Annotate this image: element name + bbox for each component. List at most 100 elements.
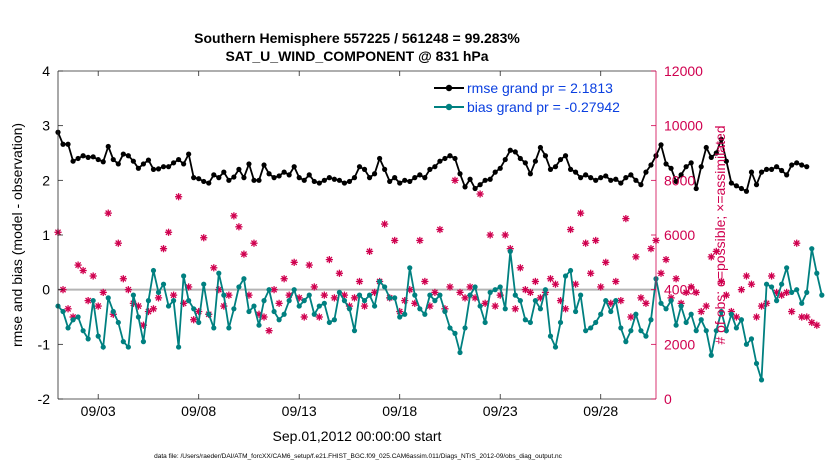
rmse-point: [753, 182, 760, 188]
bias-point: [643, 333, 649, 339]
obs-count-marker: [476, 190, 484, 198]
obs-count-marker: [747, 280, 756, 288]
bias-point: [65, 325, 71, 331]
obs-count-marker: [235, 223, 243, 231]
bias-point: [60, 308, 66, 315]
obs-count-marker: [230, 212, 238, 220]
rmse-point: [527, 171, 533, 177]
rmse-point: [150, 166, 157, 172]
obs-marker-stroke: [477, 190, 484, 198]
obs-marker-stroke: [321, 292, 328, 299]
rmse-point: [382, 166, 388, 172]
obs-count-marker: [159, 245, 168, 253]
bias-point: [201, 281, 207, 287]
rmse-point: [618, 180, 624, 186]
obs-marker-stroke: [306, 262, 313, 269]
rmse-point: [482, 177, 488, 183]
bias-point: [713, 328, 719, 334]
bias-point: [181, 273, 187, 279]
obs-marker-stroke: [758, 303, 765, 310]
obs-count-marker: [587, 269, 595, 277]
obs-marker-stroke: [416, 237, 423, 244]
bias-point: [774, 298, 780, 304]
obs-count-marker: [637, 294, 645, 302]
bias-point: [311, 311, 317, 317]
bias-point: [407, 265, 413, 271]
bias-point: [472, 284, 478, 290]
obs-count-marker: [320, 291, 328, 299]
obs-marker-stroke: [492, 303, 499, 310]
rmse-point: [432, 164, 438, 170]
obs-marker-stroke: [597, 283, 604, 290]
rmse-point: [241, 175, 247, 181]
rmse-point: [522, 160, 528, 166]
x-tick-label: 09/03: [81, 403, 116, 419]
bias-point: [105, 295, 111, 301]
rmse-point: [623, 175, 629, 181]
obs-count-marker: [350, 294, 359, 302]
bias-point: [447, 325, 453, 331]
obs-count-marker: [687, 283, 695, 291]
bias-point: [799, 300, 805, 306]
obs-count-marker: [315, 313, 323, 321]
rmse-point: [145, 157, 152, 163]
bias-point: [321, 300, 327, 306]
rmse-point: [216, 175, 222, 181]
obs-count-marker: [260, 313, 268, 321]
rmse-point: [176, 156, 182, 163]
rmse-point: [794, 160, 800, 166]
obs-marker-stroke: [175, 193, 182, 200]
rmse-point: [90, 154, 96, 160]
obs-marker-stroke: [607, 300, 614, 307]
rmse-point: [638, 182, 644, 188]
obs-count-marker: [89, 272, 97, 280]
rmse-point: [356, 164, 363, 170]
obs-count-marker: [325, 256, 333, 264]
bias-point: [251, 303, 257, 309]
obs-marker-stroke: [80, 267, 87, 274]
bias-point: [377, 278, 383, 285]
obs-marker-stroke: [547, 275, 554, 282]
rmse-point: [186, 151, 192, 157]
obs-count-marker: [602, 258, 610, 266]
obs-marker-stroke: [537, 294, 544, 301]
x-tick-label: 09/18: [382, 403, 417, 419]
rmse-point: [784, 172, 790, 178]
bias-point: [316, 303, 322, 309]
bias-point: [115, 319, 121, 326]
obs-marker-stroke: [426, 303, 433, 310]
rmse-point: [70, 158, 76, 164]
obs-marker-stroke: [808, 319, 815, 326]
rmse-point: [427, 166, 433, 172]
obs-marker-stroke: [587, 270, 594, 277]
rmse-point: [583, 172, 589, 178]
rmse-point: [196, 176, 202, 182]
obs-count-marker: [752, 313, 761, 321]
obs-count-marker: [451, 176, 459, 184]
rmse-point: [462, 184, 468, 190]
rmse-point: [799, 162, 805, 168]
obs-count-marker: [461, 294, 469, 302]
obs-count-marker: [310, 283, 318, 291]
rmse-point: [402, 177, 408, 183]
obs-count-marker: [707, 253, 715, 261]
obs-marker-stroke: [281, 275, 288, 282]
obs-marker-stroke: [311, 283, 318, 290]
chart-subtitle: SAT_U_WIND_COMPONENT @ 831 hPa: [225, 48, 488, 64]
obs-count-marker: [561, 305, 570, 313]
rmse-point: [613, 176, 619, 182]
obs-count-marker: [742, 272, 751, 280]
bias-point: [85, 336, 91, 342]
bias-point: [176, 344, 182, 350]
rmse-point: [713, 150, 719, 156]
obs-marker-stroke: [708, 253, 715, 260]
obs-marker-stroke: [522, 286, 529, 293]
obs-count-marker: [210, 264, 218, 272]
bias-point: [422, 311, 428, 317]
obs-count-marker: [672, 275, 680, 283]
rmse-point: [321, 177, 327, 183]
bias-point: [738, 317, 745, 323]
bias-point: [387, 295, 393, 301]
rmse-point: [60, 141, 66, 147]
obs-marker-stroke: [165, 229, 172, 236]
